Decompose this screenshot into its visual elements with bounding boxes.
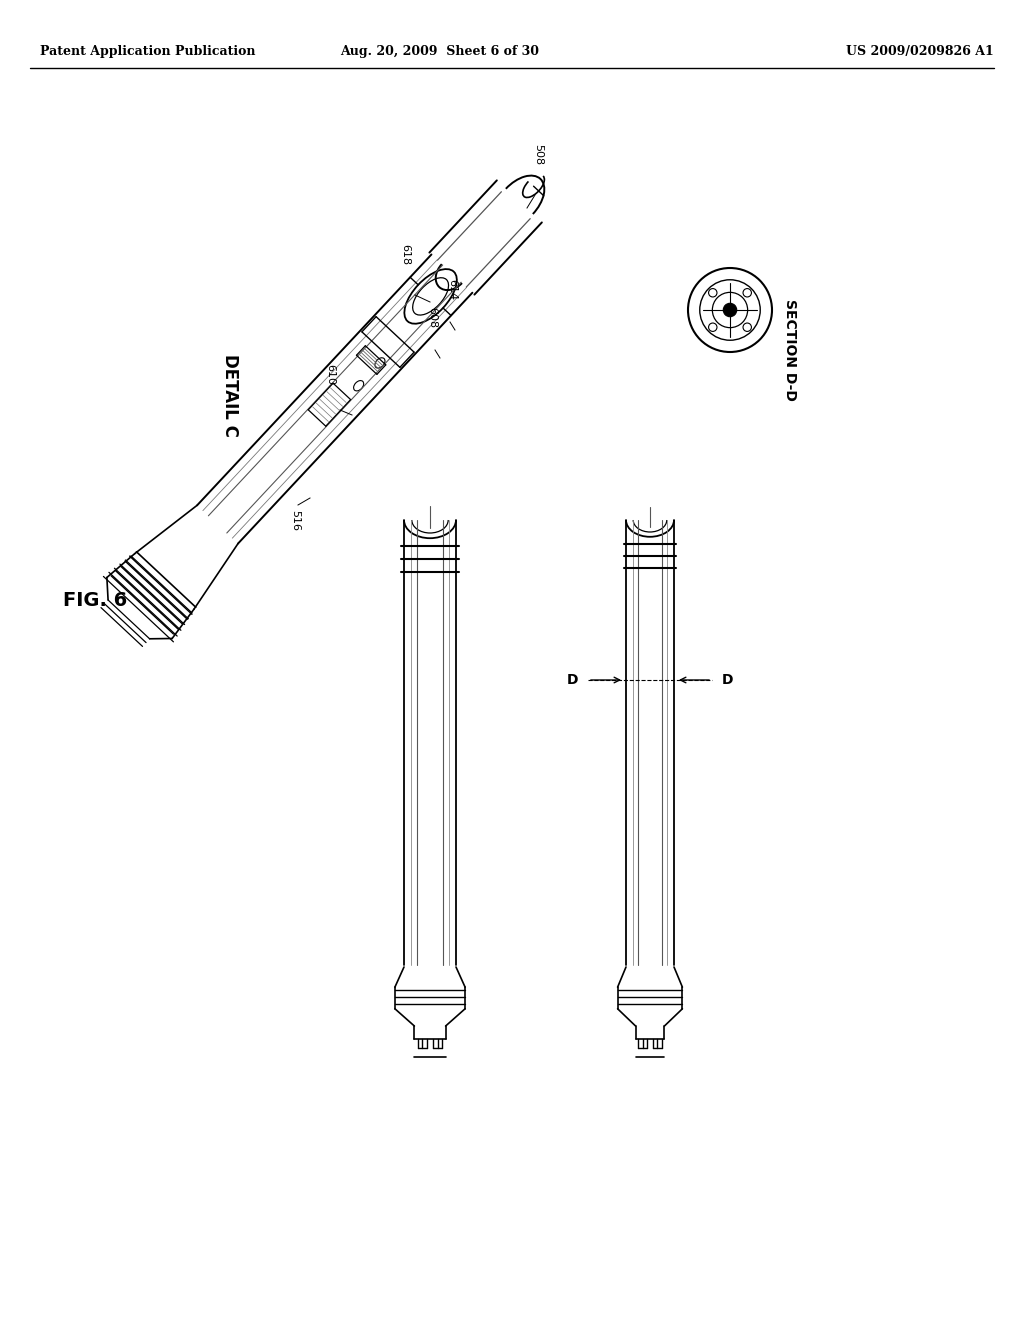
Text: D: D — [722, 673, 733, 686]
Text: D: D — [566, 673, 578, 686]
Text: 608: 608 — [427, 308, 437, 329]
Text: Patent Application Publication: Patent Application Publication — [40, 45, 256, 58]
Text: DETAIL C: DETAIL C — [221, 354, 239, 437]
Text: 508: 508 — [534, 144, 543, 165]
Text: 610: 610 — [325, 364, 335, 385]
Text: US 2009/0209826 A1: US 2009/0209826 A1 — [846, 45, 994, 58]
Text: 618: 618 — [400, 244, 410, 265]
Text: 516: 516 — [290, 510, 300, 531]
Text: SECTION D-D: SECTION D-D — [783, 300, 797, 401]
Text: FIG. 6: FIG. 6 — [62, 590, 127, 610]
Circle shape — [723, 304, 736, 317]
Text: Aug. 20, 2009  Sheet 6 of 30: Aug. 20, 2009 Sheet 6 of 30 — [341, 45, 540, 58]
Text: 614: 614 — [447, 280, 457, 301]
